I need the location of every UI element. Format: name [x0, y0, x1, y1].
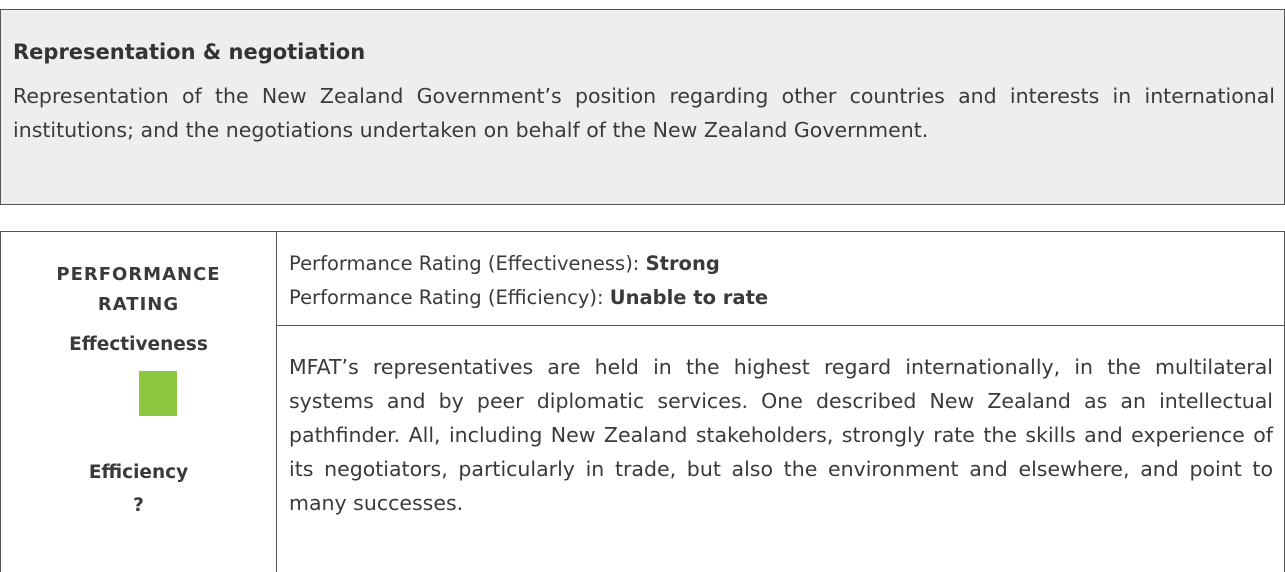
efficiency-value: ?	[133, 495, 144, 516]
rule	[0, 9, 1285, 10]
rating-heading: PERFORMANCE RATING	[56, 264, 221, 315]
rating-line: Performance Rating (Effectiveness): Stro…	[289, 252, 720, 275]
ratings-cell: Performance Rating (Effectiveness): Stro…	[277, 232, 1284, 326]
rating-label: Performance Rating (Effectiveness):	[289, 252, 646, 275]
section-description: Representation of the New Zealand Govern…	[13, 84, 1275, 142]
rating-value: Strong	[645, 252, 720, 275]
rating-value: Unable to rate	[609, 286, 769, 309]
rating-table: PERFORMANCE RATING Effectiveness Efficie…	[0, 231, 1285, 572]
effectiveness-swatch	[139, 371, 177, 416]
body-text: MFAT’s representatives are held in the h…	[289, 355, 1273, 515]
rating-line: Performance Rating (Efficiency): Unable …	[289, 286, 768, 309]
page: Representation & negotiation Representat…	[0, 9, 1285, 572]
rating-label: Performance Rating (Efficiency):	[289, 286, 610, 309]
section-title: Representation & negotiation	[13, 40, 366, 64]
efficiency-label: Efficiency	[88, 462, 189, 483]
effectiveness-label: Effectiveness	[69, 334, 208, 355]
summary-box: Representation & negotiation Representat…	[0, 10, 1285, 205]
rating-column: PERFORMANCE RATING Effectiveness Efficie…	[1, 232, 277, 572]
